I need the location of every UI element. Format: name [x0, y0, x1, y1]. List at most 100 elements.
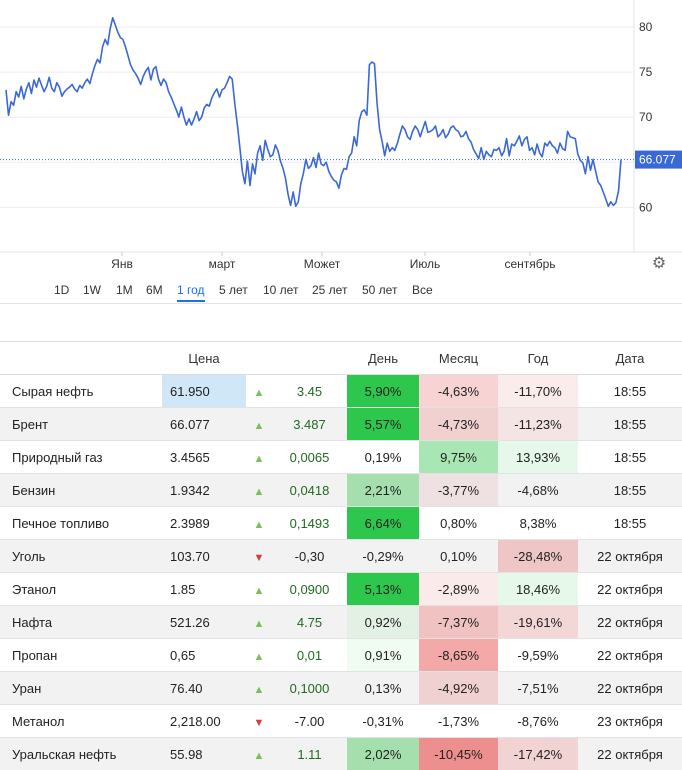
header-day: День [347, 341, 419, 375]
x-tick-label: март [209, 257, 236, 271]
arrow-up-icon: ▲ [246, 572, 272, 606]
date-cell: 22 октября [578, 539, 682, 573]
range-button[interactable]: 6M [146, 283, 163, 297]
arrow-up-icon: ▲ [246, 671, 272, 705]
table-row[interactable]: Сырая нефть 61.950 ▲ 3.45 5,90% -4,63% -11,70%… [0, 374, 682, 408]
date-cell: 18:55 [578, 440, 682, 474]
header-change [272, 341, 347, 375]
table-row[interactable]: Печное топливо 2.3989 ▲ 0,1493 6,64% 0,80% 8,3… [0, 506, 682, 540]
price-cell: 103.70 [162, 539, 246, 573]
day-change-cell: 0,91% [347, 638, 419, 672]
current-value-label: 66.077 [639, 153, 676, 167]
commodity-name: Уран [0, 671, 162, 705]
triangle-up-icon: ▲ [253, 584, 265, 597]
table-header: Цена День Месяц Год Дата [0, 341, 682, 375]
change-cell: 3.487 [272, 407, 347, 441]
date-cell: 18:55 [578, 506, 682, 540]
table-row[interactable]: Брент 66.077 ▲ 3.487 5,57% -4,73% -11,23% 18:55 [0, 407, 682, 441]
change-cell: 1.11 [272, 737, 347, 770]
change-cell: 0,0418 [272, 473, 347, 507]
triangle-up-icon: ▲ [253, 749, 265, 762]
arrow-up-icon: ▲ [246, 440, 272, 474]
triangle-up-icon: ▲ [253, 386, 265, 399]
year-change-cell: -28,48% [498, 539, 578, 573]
current-value-tag [635, 150, 682, 169]
commodity-name: Пропан [0, 638, 162, 672]
year-change-cell: -11,70% [498, 374, 578, 408]
day-change-cell: 5,57% [347, 407, 419, 441]
arrow-up-icon: ▲ [246, 473, 272, 507]
price-cell: 2,218.00 [162, 704, 246, 738]
change-cell: -7.00 [272, 704, 347, 738]
range-button[interactable]: 10 лет [263, 283, 299, 297]
table-row[interactable]: Этанол 1.85 ▲ 0,0900 5,13% -2,89% 18,46% 22 окт… [0, 572, 682, 606]
range-button[interactable]: Все [412, 283, 433, 297]
month-change-cell: -4,63% [419, 374, 498, 408]
change-cell: 0,0900 [272, 572, 347, 606]
date-cell: 22 октября [578, 737, 682, 770]
month-change-cell: -8,65% [419, 638, 498, 672]
month-change-cell: -3,77% [419, 473, 498, 507]
range-button[interactable]: 1D [54, 283, 70, 297]
day-change-cell: 0,19% [347, 440, 419, 474]
header-year: Год [498, 341, 578, 375]
year-change-cell: 8,38% [498, 506, 578, 540]
triangle-down-icon: ▼ [253, 551, 265, 564]
month-change-cell: 9,75% [419, 440, 498, 474]
year-change-cell: -19,61% [498, 605, 578, 639]
day-change-cell: 0,92% [347, 605, 419, 639]
gear-icon[interactable]: ⚙ [651, 255, 667, 272]
triangle-up-icon: ▲ [253, 485, 265, 498]
range-button[interactable]: 1W [83, 283, 101, 297]
change-cell: 3.45 [272, 374, 347, 408]
table-row[interactable]: Уголь 103.70 ▼ -0,30 -0,29% 0,10% -28,48% 22 ок… [0, 539, 682, 573]
table-row[interactable]: Метанол 2,218.00 ▼ -7.00 -0,31% -1,73% -8,76% 2… [0, 704, 682, 738]
table-row[interactable]: Уральская нефть 55.98 ▲ 1.11 2,02% -10,45% -17… [0, 737, 682, 770]
range-button[interactable]: 1 год [177, 282, 205, 302]
day-change-cell: 0,13% [347, 671, 419, 705]
arrow-up-icon: ▲ [246, 506, 272, 540]
date-cell: 23 октября [578, 704, 682, 738]
range-button[interactable]: 50 лет [362, 283, 398, 297]
x-tick-label: Июль [410, 257, 441, 271]
table-row[interactable]: Уран 76.40 ▲ 0,1000 0,13% -4,92% -7,51% 22 октя… [0, 671, 682, 705]
date-cell: 22 октября [578, 671, 682, 705]
year-change-cell: -11,23% [498, 407, 578, 441]
commodity-name: Печное топливо [0, 506, 162, 540]
arrow-up-icon: ▲ [246, 407, 272, 441]
price-cell: 2.3989 [162, 506, 246, 540]
range-button[interactable]: 1M [116, 283, 133, 297]
day-change-cell: 5,90% [347, 374, 419, 408]
price-cell: 521.26 [162, 605, 246, 639]
change-cell: 0,1000 [272, 671, 347, 705]
arrow-down-icon: ▼ [246, 704, 272, 738]
header-arrow [246, 341, 272, 375]
commodities-table: Цена День Месяц Год Дата Сырая нефть 61.9… [0, 341, 682, 770]
price-cell: 1.85 [162, 572, 246, 606]
change-cell: 0,0065 [272, 440, 347, 474]
table-row[interactable]: Природный газ 3.4565 ▲ 0,0065 0,19% 9,75% 13,9… [0, 440, 682, 474]
price-cell: 3.4565 [162, 440, 246, 474]
range-button[interactable]: 5 лет [219, 283, 248, 297]
table-row[interactable]: Нафта 521.26 ▲ 4.75 0,92% -7,37% -19,61% 22 окт… [0, 605, 682, 639]
date-cell: 18:55 [578, 473, 682, 507]
change-cell: 0,01 [272, 638, 347, 672]
range-button[interactable]: 25 лет [312, 283, 348, 297]
month-change-cell: -7,37% [419, 605, 498, 639]
arrow-down-icon: ▼ [246, 539, 272, 573]
month-change-cell: -2,89% [419, 572, 498, 606]
triangle-up-icon: ▲ [253, 518, 265, 531]
commodity-name: Брент [0, 407, 162, 441]
table-row[interactable]: Пропан 0,65 ▲ 0,01 0,91% -8,65% -9,59% 22 октяб… [0, 638, 682, 672]
day-change-cell: 2,21% [347, 473, 419, 507]
day-change-cell: -0,31% [347, 704, 419, 738]
commodity-name: Метанол [0, 704, 162, 738]
date-cell: 22 октября [578, 638, 682, 672]
triangle-up-icon: ▲ [253, 419, 265, 432]
table-row[interactable]: Бензин 1.9342 ▲ 0,0418 2,21% -3,77% -4,68% 18:5… [0, 473, 682, 507]
commodity-name: Природный газ [0, 440, 162, 474]
triangle-up-icon: ▲ [253, 617, 265, 630]
date-cell: 22 октября [578, 572, 682, 606]
price-chart[interactable]: 6065707580ЯнвмартМожетИюльсентябрь66.077… [0, 0, 682, 275]
month-change-cell: 0,10% [419, 539, 498, 573]
